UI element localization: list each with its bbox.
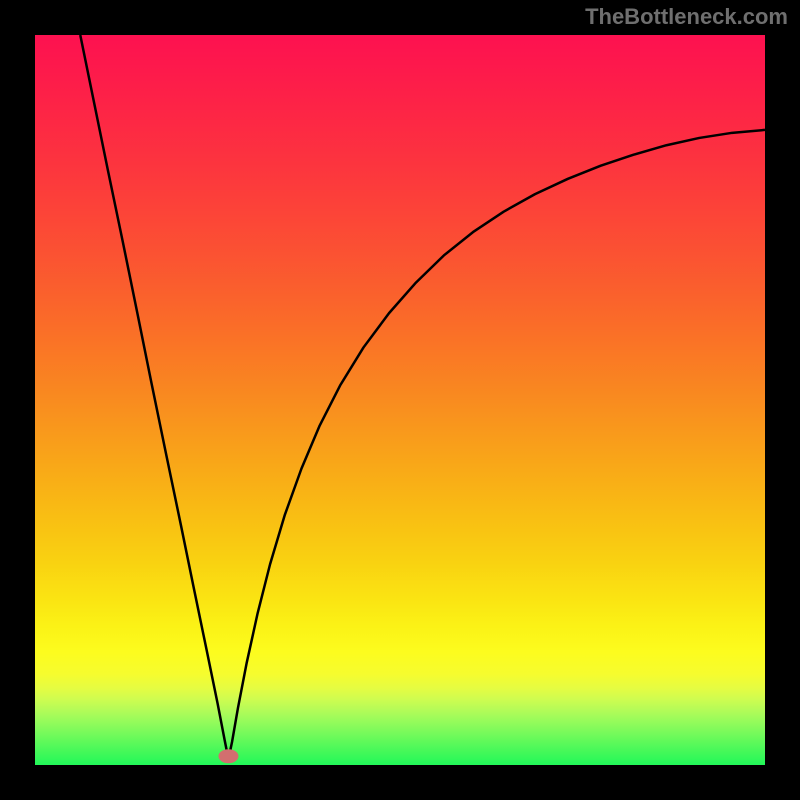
plot-svg [0, 0, 800, 800]
bottleneck-chart: TheBottleneck.com [0, 0, 800, 800]
plot-area [35, 35, 765, 765]
optimal-point-marker [218, 749, 238, 763]
watermark-text: TheBottleneck.com [585, 4, 788, 30]
